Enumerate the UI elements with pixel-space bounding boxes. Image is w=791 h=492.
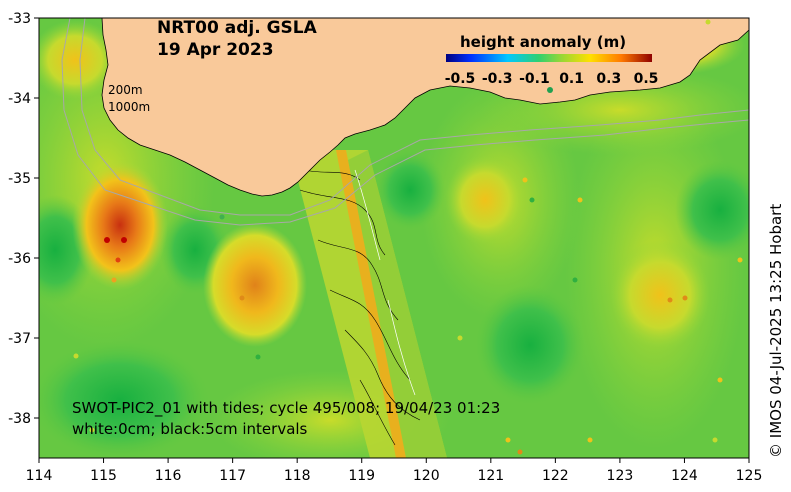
colorbar-tick-label: -0.5 xyxy=(445,71,476,87)
swot-zero-contours xyxy=(354,169,416,396)
anomaly-warm-eddy-1 xyxy=(72,160,168,290)
colorbar-tick-label: -0.1 xyxy=(519,71,550,87)
swath-note-line1: SWOT-PIC2_01 with tides; cycle 495/008; … xyxy=(72,399,500,418)
map-plot-area xyxy=(39,18,749,458)
imos-credit: © IMOS 04-Jul-2025 13:25 Hobart xyxy=(767,204,785,458)
map-title-line2: 19 Apr 2023 xyxy=(157,40,274,60)
x-tick-label: 125 xyxy=(736,468,763,484)
x-tick-label: 114 xyxy=(26,468,53,484)
colorbar-tick-label: 0.5 xyxy=(634,71,659,87)
x-tick-label: 118 xyxy=(284,468,311,484)
y-tick-label: -33 xyxy=(8,11,31,27)
x-tick-label: 123 xyxy=(607,468,634,484)
anomaly-cool-southwest xyxy=(39,340,210,458)
x-tick-label: 124 xyxy=(671,468,698,484)
x-tick-label: 116 xyxy=(155,468,182,484)
anomaly-cool-east xyxy=(675,160,749,260)
land-australia xyxy=(101,18,749,197)
swot-swath-east-half xyxy=(348,150,447,458)
colorbar-title: height anomaly (m) xyxy=(460,33,626,51)
y-tick-label: -37 xyxy=(8,331,31,347)
x-tick-label: 115 xyxy=(90,468,117,484)
colorbar-tick-label: 0.3 xyxy=(596,71,621,87)
x-tick-label: 122 xyxy=(542,468,569,484)
x-tick-label: 121 xyxy=(477,468,504,484)
isobath-200m xyxy=(79,18,749,216)
swath-note-line2: white:0cm; black:5cm intervals xyxy=(72,420,308,438)
colorbar-labels: -0.5 -0.3 -0.1 0.1 0.3 0.5 xyxy=(445,71,659,87)
y-tick-label: -36 xyxy=(8,251,31,267)
swot-nadir-line xyxy=(336,150,406,458)
axis-ticks xyxy=(34,17,750,463)
colorbar: height anomaly (m) -0.5 -0.3 -0.1 0.1 0.3 0.5 xyxy=(445,33,659,87)
isobath-1000m-label: 1000m xyxy=(108,100,150,114)
anomaly-cool-centre xyxy=(375,150,445,230)
x-axis-labels: 114 115 116 117 118 119 120 121 122 123 124 125 xyxy=(26,468,763,484)
anomaly-cool-southcentre xyxy=(475,285,585,405)
x-tick-label: 117 xyxy=(219,468,246,484)
x-tick-label: 120 xyxy=(413,468,440,484)
y-axis-labels: -33 -34 -35 -36 -37 -38 xyxy=(8,11,31,427)
swot-contours xyxy=(299,169,421,446)
anomaly-warm-eddy-6 xyxy=(39,20,120,100)
anomaly-warm-eddy-4 xyxy=(610,240,710,350)
y-tick-label: -38 xyxy=(8,411,31,427)
map-title-line1: NRT00 adj. GSLA xyxy=(157,18,318,38)
colorbar-tick-label: -0.3 xyxy=(482,71,513,87)
isobath-1000m xyxy=(61,18,749,226)
x-tick-label: 119 xyxy=(348,468,375,484)
drifter-dots xyxy=(73,19,743,455)
anomaly-warm-eddy-3 xyxy=(445,155,525,245)
y-tick-label: -35 xyxy=(8,171,31,187)
colorbar-tick-label: 0.1 xyxy=(559,71,584,87)
colorbar-ramp xyxy=(446,54,652,62)
anomaly-warm-eddy-2 xyxy=(203,223,307,347)
y-tick-label: -34 xyxy=(8,91,31,107)
plot-frame xyxy=(38,17,750,459)
isobath-200m-label: 200m xyxy=(108,83,143,97)
